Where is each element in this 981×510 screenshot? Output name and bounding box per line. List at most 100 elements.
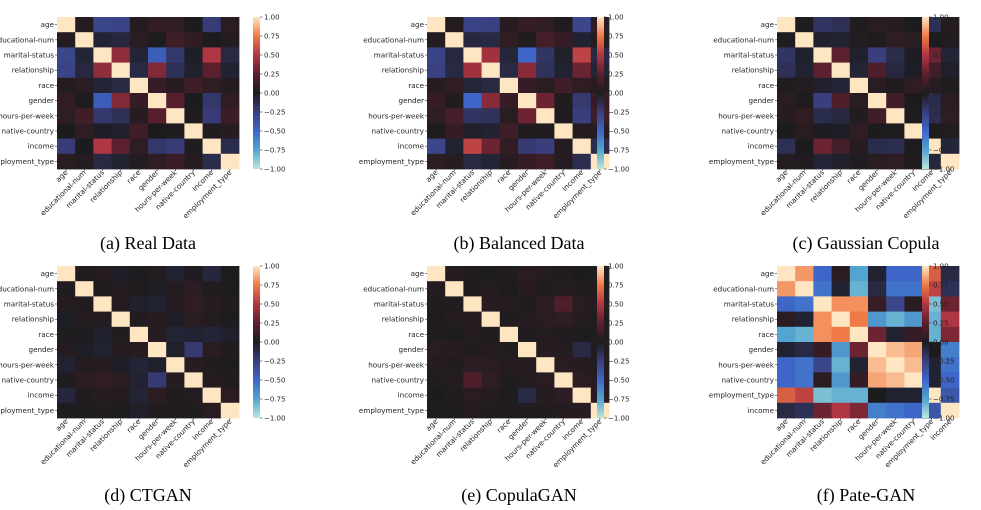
- heatmap-cell: [572, 47, 592, 63]
- heatmap-cell: [463, 357, 482, 373]
- heatmap-cell: [777, 17, 796, 33]
- heatmap-cell: [481, 402, 501, 419]
- heatmap-cell: [184, 32, 203, 48]
- heatmap-cell: [536, 372, 555, 388]
- heatmap-cell: [831, 153, 851, 170]
- heatmap-cell: [427, 62, 446, 79]
- heatmap-cell: [202, 311, 222, 328]
- heatmap-cell: [202, 281, 222, 297]
- row-label: income: [398, 142, 425, 151]
- heatmap-cell: [831, 372, 851, 388]
- row-label: marital-status: [724, 51, 775, 60]
- heatmap-cell: [813, 326, 832, 343]
- heatmap-cell: [849, 153, 869, 170]
- heatmap-cell: [166, 311, 185, 328]
- heatmap-cell: [831, 93, 851, 109]
- row-label: relationship: [732, 315, 775, 324]
- heatmap-cell: [202, 387, 222, 404]
- heatmap-cell: [148, 123, 167, 139]
- colorbar-gradient: [597, 266, 604, 418]
- heatmap-cell: [904, 32, 923, 48]
- row-label: age: [41, 269, 55, 278]
- colorbar-gradient: [597, 17, 604, 169]
- heatmap-cell: [518, 296, 537, 312]
- heatmap-cell: [831, 138, 851, 155]
- heatmap-cell: [463, 326, 482, 343]
- heatmap-cell: [536, 311, 555, 328]
- row-label: gender: [29, 345, 55, 354]
- row-label: educational-num: [0, 35, 54, 44]
- heatmap-cell: [129, 17, 149, 33]
- heatmap-cell: [536, 281, 555, 297]
- heatmap-cell: [57, 77, 76, 94]
- heatmap-cell: [111, 342, 131, 358]
- colorbar-tick-label: −0.75: [933, 395, 954, 403]
- row-label: age: [761, 269, 775, 278]
- heatmap-cell: [202, 402, 222, 419]
- heatmap-cell: [777, 402, 796, 419]
- heatmap-cell: [499, 77, 519, 94]
- heatmap-cell: [75, 17, 94, 33]
- heatmap-cell: [499, 311, 519, 328]
- heatmap-cell: [481, 266, 501, 282]
- heatmap-cell: [111, 387, 131, 404]
- heatmap-cell: [148, 138, 167, 155]
- heatmap-cell: [554, 93, 573, 109]
- colorbar: 1.00 0.75 0.50 0.25 0.00 −0.25 −0.50 −0.75 −1.00: [922, 262, 954, 422]
- heatmap-cell: [813, 47, 832, 63]
- colorbar-tick-label: −0.25: [933, 357, 954, 365]
- heatmap-cell: [481, 342, 501, 358]
- heatmap-cell: [554, 281, 573, 297]
- heatmap-cell: [148, 311, 167, 328]
- heatmap-cell: [445, 387, 464, 404]
- colorbar-tick-label: 0.75: [264, 281, 280, 289]
- heatmap-cell: [148, 266, 167, 282]
- heatmap-cell: [536, 402, 555, 419]
- heatmap-cell: [129, 266, 149, 282]
- heatmap-cell: [202, 326, 222, 343]
- heatmap-cell: [481, 281, 501, 297]
- heatmap-cell: [795, 311, 814, 328]
- heatmap-cell: [777, 108, 796, 124]
- heatmap-cell: [481, 311, 501, 328]
- heatmap-cell: [554, 153, 573, 170]
- heatmap-cell: [499, 153, 519, 170]
- heatmap-cell: [813, 32, 832, 48]
- heatmap-cell: [75, 266, 94, 282]
- heatmap-cell: [868, 357, 887, 373]
- row-label: race: [758, 330, 774, 339]
- heatmap-cell: [111, 17, 131, 33]
- heatmap-cell: [220, 17, 240, 33]
- heatmap-cell: [518, 387, 537, 404]
- heatmap-cell: [111, 77, 131, 94]
- heatmap-cell: [518, 342, 537, 358]
- heatmap-cell: [572, 17, 592, 33]
- heatmap-cell: [868, 138, 887, 155]
- heatmap-cell: [904, 326, 923, 343]
- heatmap-cell: [148, 372, 167, 388]
- heatmap-cell: [445, 357, 464, 373]
- heatmap-cell: [93, 342, 112, 358]
- heatmap-cell: [111, 402, 131, 419]
- heatmap-cell: [572, 153, 592, 170]
- heatmap-cell: [75, 357, 94, 373]
- heatmap-cell: [536, 17, 555, 33]
- heatmap-cell: [75, 153, 94, 170]
- heatmap-cell: [831, 47, 851, 63]
- colorbar-tick-label: 0.00: [608, 89, 624, 97]
- heatmap-cell: [93, 281, 112, 297]
- heatmap-cell: [57, 153, 76, 170]
- colorbar-tick-label: 0.50: [608, 51, 624, 59]
- colorbar-tick-label: −0.50: [264, 376, 285, 384]
- heatmap-cell: [184, 77, 203, 94]
- heatmap-cell: [427, 311, 446, 328]
- colorbar-tick-label: −1.00: [933, 414, 954, 422]
- colorbar-tick-label: 0.00: [264, 89, 280, 97]
- heatmap-cell: [499, 47, 519, 63]
- heatmap-cell: [148, 77, 167, 94]
- heatmap-cell: [499, 372, 519, 388]
- heatmap-cell: [184, 357, 203, 373]
- heatmap-cell: [831, 342, 851, 358]
- heatmap-cell: [886, 138, 905, 155]
- heatmap-cell: [554, 372, 573, 388]
